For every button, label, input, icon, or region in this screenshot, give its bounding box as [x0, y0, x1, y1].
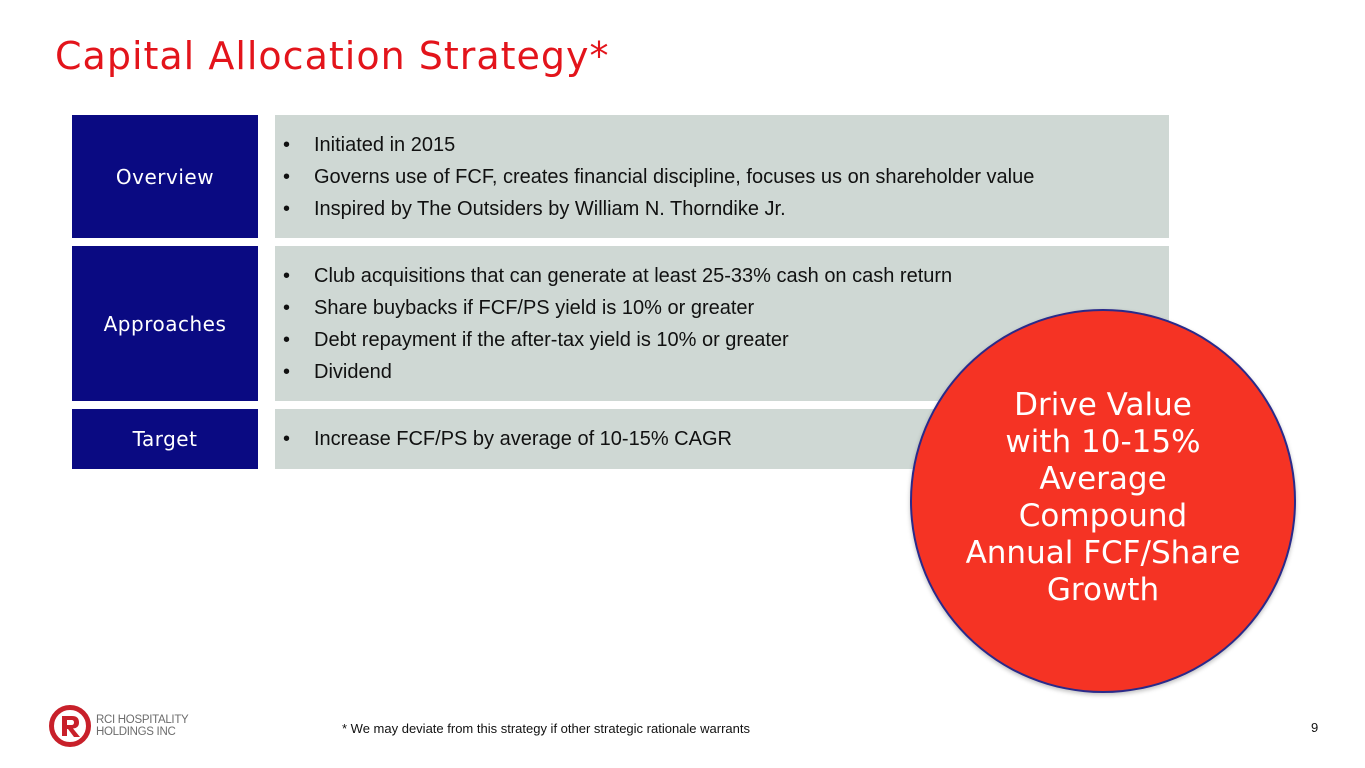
footnote: * We may deviate from this strategy if o…: [342, 721, 750, 736]
page-number: 9: [1311, 720, 1319, 735]
list-item: Dividend: [283, 356, 1169, 388]
section-label-approaches: Approaches: [72, 246, 258, 401]
callout-line: Annual FCF/Share: [965, 535, 1241, 571]
rci-r-logo-icon: [49, 705, 91, 747]
callout-line: with 10-15%: [1005, 424, 1201, 460]
section-label-overview: Overview: [72, 115, 258, 238]
list-item: Increase FCF/PS by average of 10-15% CAG…: [283, 423, 1169, 455]
callout-line: Drive Value: [1014, 387, 1192, 423]
callout-line: Growth: [1046, 572, 1160, 608]
callout-text: Drive Value with 10-15% Average Compound…: [948, 387, 1258, 609]
logo-line: RCI HOSPITALITY: [96, 714, 189, 726]
section-label-target: Target: [72, 409, 258, 469]
slide-title: Capital Allocation Strategy*: [55, 34, 610, 78]
list-item: Governs use of FCF, creates financial di…: [283, 161, 1169, 193]
bullet-list: Initiated in 2015 Governs use of FCF, cr…: [283, 129, 1169, 225]
list-item: Share buybacks if FCF/PS yield is 10% or…: [283, 292, 1169, 324]
callout-line: Compound: [1018, 498, 1188, 534]
bullet-list: Club acquisitions that can generate at l…: [283, 260, 1169, 388]
company-logo: RCI HOSPITALITY HOLDINGS INC: [48, 704, 189, 748]
growth-callout-circle: Drive Value with 10-15% Average Compound…: [910, 309, 1296, 693]
bullet-list: Increase FCF/PS by average of 10-15% CAG…: [283, 423, 1169, 455]
list-item: Inspired by The Outsiders by William N. …: [283, 193, 1169, 225]
logo-text: RCI HOSPITALITY HOLDINGS INC: [96, 714, 189, 738]
logo-line: HOLDINGS INC: [96, 726, 176, 738]
section-content-approaches: Club acquisitions that can generate at l…: [275, 246, 1169, 401]
list-item: Initiated in 2015: [283, 129, 1169, 161]
section-content-overview: Initiated in 2015 Governs use of FCF, cr…: [275, 115, 1169, 238]
list-item: Debt repayment if the after-tax yield is…: [283, 324, 1169, 356]
callout-line: Average: [1039, 461, 1167, 497]
list-item: Club acquisitions that can generate at l…: [283, 260, 1169, 292]
